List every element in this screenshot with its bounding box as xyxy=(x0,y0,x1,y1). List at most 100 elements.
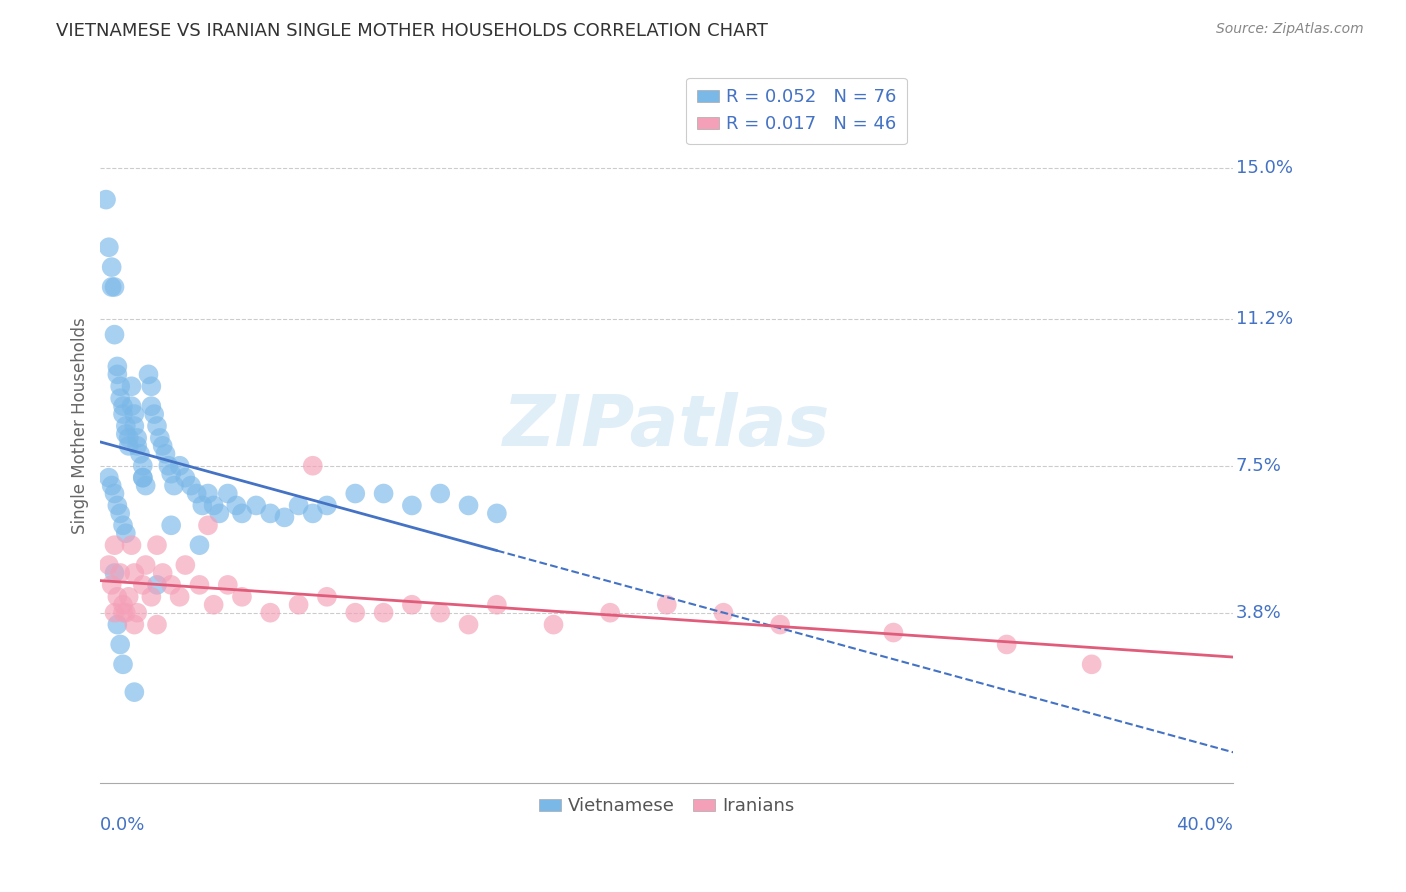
Point xyxy=(100,260,122,274)
Point xyxy=(160,578,183,592)
Text: 7.5%: 7.5% xyxy=(1236,457,1281,475)
Point xyxy=(655,598,678,612)
Point xyxy=(429,606,451,620)
Y-axis label: Single Mother Households: Single Mother Households xyxy=(72,318,89,534)
Point xyxy=(149,431,172,445)
Point xyxy=(401,499,423,513)
Point xyxy=(217,486,239,500)
Point xyxy=(245,499,267,513)
Point xyxy=(135,478,157,492)
Point xyxy=(105,359,128,374)
Point xyxy=(124,617,146,632)
Point xyxy=(141,379,163,393)
Text: 3.8%: 3.8% xyxy=(1236,604,1281,622)
Point xyxy=(118,439,141,453)
Point xyxy=(174,470,197,484)
Point xyxy=(108,566,131,580)
Point xyxy=(231,590,253,604)
Point xyxy=(121,399,143,413)
Point xyxy=(141,590,163,604)
Point xyxy=(160,518,183,533)
Point xyxy=(127,439,149,453)
Point xyxy=(191,499,214,513)
Point xyxy=(146,578,169,592)
Point xyxy=(155,447,177,461)
Point xyxy=(115,419,138,434)
Point xyxy=(225,499,247,513)
Point xyxy=(259,606,281,620)
Point xyxy=(97,240,120,254)
Point xyxy=(146,419,169,434)
Point xyxy=(121,379,143,393)
Point xyxy=(118,590,141,604)
Point xyxy=(108,391,131,405)
Point xyxy=(599,606,621,620)
Point xyxy=(121,538,143,552)
Point xyxy=(132,470,155,484)
Point xyxy=(202,499,225,513)
Point xyxy=(344,606,367,620)
Point xyxy=(124,685,146,699)
Point xyxy=(105,499,128,513)
Point xyxy=(111,518,134,533)
Point xyxy=(152,566,174,580)
Point xyxy=(111,399,134,413)
Point xyxy=(141,399,163,413)
Point xyxy=(100,280,122,294)
Point xyxy=(301,507,323,521)
Point xyxy=(373,606,395,620)
Point xyxy=(97,558,120,572)
Point xyxy=(103,280,125,294)
Point xyxy=(105,617,128,632)
Point xyxy=(373,486,395,500)
Point xyxy=(180,478,202,492)
Point xyxy=(882,625,904,640)
Point xyxy=(197,486,219,500)
Point xyxy=(111,598,134,612)
Point xyxy=(208,507,231,521)
Point xyxy=(103,606,125,620)
Point xyxy=(713,606,735,620)
Point xyxy=(132,458,155,473)
Point xyxy=(103,327,125,342)
Text: 40.0%: 40.0% xyxy=(1177,815,1233,834)
Point xyxy=(94,193,117,207)
Point xyxy=(127,431,149,445)
Point xyxy=(543,617,565,632)
Point xyxy=(108,637,131,651)
Point xyxy=(111,407,134,421)
Point xyxy=(108,379,131,393)
Point xyxy=(457,617,479,632)
Point xyxy=(135,558,157,572)
Point xyxy=(174,558,197,572)
Point xyxy=(103,486,125,500)
Point xyxy=(769,617,792,632)
Point xyxy=(97,470,120,484)
Point xyxy=(995,637,1018,651)
Point xyxy=(105,590,128,604)
Point xyxy=(146,617,169,632)
Point xyxy=(115,426,138,441)
Point xyxy=(138,368,160,382)
Point xyxy=(124,566,146,580)
Point xyxy=(169,590,191,604)
Text: Source: ZipAtlas.com: Source: ZipAtlas.com xyxy=(1216,22,1364,37)
Point xyxy=(485,507,508,521)
Point xyxy=(146,538,169,552)
Point xyxy=(115,606,138,620)
Point xyxy=(316,590,339,604)
Point xyxy=(129,447,152,461)
Point xyxy=(132,470,155,484)
Point xyxy=(157,458,180,473)
Point xyxy=(316,499,339,513)
Point xyxy=(485,598,508,612)
Point xyxy=(160,467,183,481)
Point xyxy=(118,431,141,445)
Text: 15.0%: 15.0% xyxy=(1236,159,1292,177)
Point xyxy=(287,499,309,513)
Point xyxy=(457,499,479,513)
Point xyxy=(231,507,253,521)
Point xyxy=(259,507,281,521)
Point xyxy=(111,606,134,620)
Point xyxy=(202,598,225,612)
